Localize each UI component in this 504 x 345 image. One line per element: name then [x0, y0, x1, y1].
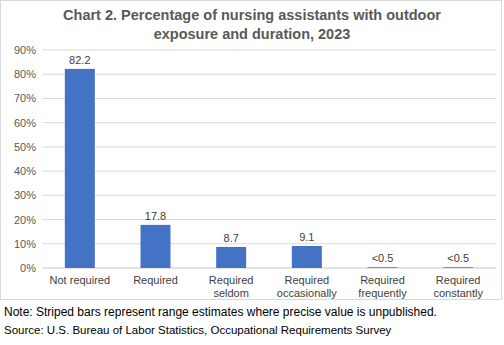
grid-line: [42, 171, 496, 172]
chart-svg: 0% 10% 20% 30% 40% 50% 60% 70% 80% 90% 82.2 17.8 8.7…: [0, 0, 504, 345]
bar: [368, 267, 398, 268]
grid-line: [42, 74, 496, 75]
x-axis-line: [42, 268, 496, 269]
y-tick-label: 60%: [14, 117, 36, 129]
x-tick-label: Required seldom: [196, 274, 266, 300]
y-tick-label: 20%: [14, 214, 36, 226]
data-label: 82.2: [69, 54, 90, 66]
y-axis-line: [42, 50, 43, 268]
grid-line: [42, 50, 496, 51]
grid-line: [42, 219, 496, 220]
data-label: 17.8: [145, 210, 166, 222]
data-label: <0.5: [372, 252, 394, 264]
x-tick-label: Required frequently: [348, 274, 418, 300]
bar: [65, 69, 95, 268]
grid-line: [42, 146, 496, 147]
y-tick-label: 70%: [14, 92, 36, 104]
grid-line: [42, 98, 496, 99]
x-tick-label: Required: [121, 274, 191, 287]
data-label: 8.7: [224, 232, 239, 244]
bar: [292, 246, 322, 268]
y-tick-label: 40%: [14, 165, 36, 177]
grid-line: [42, 243, 496, 244]
grid-line: [42, 195, 496, 196]
data-label: <0.5: [447, 252, 469, 264]
grid-line: [42, 268, 496, 269]
y-tick-label: 30%: [14, 189, 36, 201]
bars: [65, 69, 473, 268]
source: Source: U.S. Bureau of Labor Statistics,…: [4, 324, 391, 336]
x-tick-label: Required occasionally: [272, 274, 342, 300]
bar: [216, 247, 246, 268]
chart-title: Chart 2. Percentage of nursing assistant…: [40, 6, 464, 44]
x-tick-label: Not required: [45, 274, 115, 287]
y-tick-label: 90%: [14, 44, 36, 56]
data-labels: 82.2 17.8 8.7 9.1 <0.5 <0.5: [69, 54, 469, 264]
y-tick-label: 80%: [14, 68, 36, 80]
y-tick-label: 50%: [14, 141, 36, 153]
x-tick-label: Required constantly: [423, 274, 493, 300]
y-tick-label: 0%: [20, 262, 36, 274]
data-label: 9.1: [299, 231, 314, 243]
y-axis: 0% 10% 20% 30% 40% 50% 60% 70% 80% 90%: [14, 44, 496, 274]
grid-line: [42, 122, 496, 123]
note: Note: Striped bars represent range estim…: [4, 305, 437, 319]
bar: [141, 225, 171, 268]
y-tick-label: 10%: [14, 238, 36, 250]
bar: [443, 267, 473, 268]
